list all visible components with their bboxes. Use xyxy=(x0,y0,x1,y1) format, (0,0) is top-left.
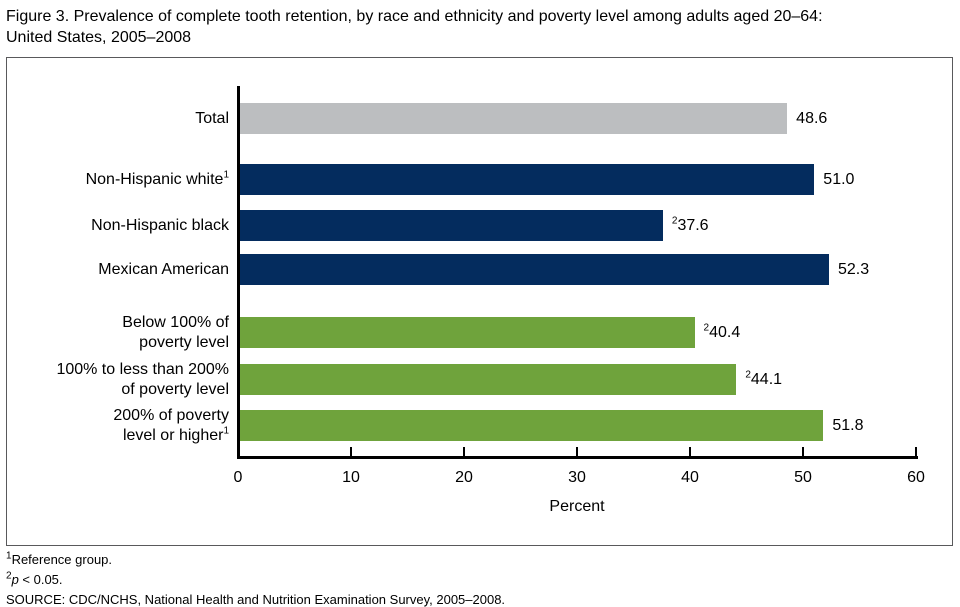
bar-non-hispanic-white xyxy=(240,164,815,195)
x-axis-tick-40 xyxy=(689,447,691,456)
x-axis-tick-label-30: 30 xyxy=(568,469,586,486)
bar-100-to-200-poverty xyxy=(240,364,737,395)
value-label-100-to-200-poverty: 244.1 xyxy=(745,369,783,388)
value-label-non-hispanic-black: 237.6 xyxy=(671,215,709,234)
value-label-200-plus-poverty: 51.8 xyxy=(832,417,864,434)
footnote-source: SOURCE: CDC/NCHS, National Health and Nu… xyxy=(6,592,506,607)
footnote-p-value: 2p < 0.05. xyxy=(6,570,505,590)
x-axis-line xyxy=(237,456,918,459)
footnote-2-p: p xyxy=(11,572,19,587)
footnote-1-superscript: 1 xyxy=(6,550,12,562)
category-label-200-plus-poverty: 200% of poverty level or higher1 xyxy=(113,406,229,444)
x-axis-tick-label-60: 60 xyxy=(907,469,925,486)
x-axis-tick-label-10: 10 xyxy=(342,469,360,486)
bar-200-plus-poverty xyxy=(240,410,824,441)
x-axis-tick-label-50: 50 xyxy=(794,469,812,486)
x-axis-tick-50 xyxy=(802,447,804,456)
bar-non-hispanic-black xyxy=(240,210,663,241)
value-label-total: 48.6 xyxy=(796,110,828,127)
category-label-mexican-american: Mexican American xyxy=(98,260,229,278)
x-axis-tick-10 xyxy=(350,447,352,456)
y-axis-line xyxy=(237,86,240,459)
category-label-100-to-200-poverty: 100% to less than 200% of poverty level xyxy=(56,360,229,398)
figure-title: Figure 3. Prevalence of complete tooth r… xyxy=(6,8,823,46)
value-label-non-hispanic-white: 51.0 xyxy=(823,171,855,188)
footnote-2-superscript: 2 xyxy=(6,570,12,582)
x-axis-tick-label-0: 0 xyxy=(233,469,243,486)
x-axis-tick-30 xyxy=(576,447,578,456)
bar-total xyxy=(240,103,788,134)
footnote-reference-group: 1Reference group. xyxy=(6,550,505,570)
bar-below-100-poverty xyxy=(240,317,695,348)
x-axis-tick-20 xyxy=(463,447,465,456)
x-axis-tick-60 xyxy=(915,447,917,456)
footnotes: 1Reference group. 2p < 0.05. SOURCE: CDC… xyxy=(6,550,505,607)
value-label-mexican-american: 52.3 xyxy=(837,261,870,278)
footnote-2-text: < 0.05. xyxy=(18,572,63,587)
chart-frame: Percent Total 48.6 Non-Hispanic white1 51.0… xyxy=(6,57,953,546)
value-label-below-100-poverty: 240.4 xyxy=(703,322,741,341)
plot-area: Percent Total 48.6 Non-Hispanic white1 51.0… xyxy=(7,58,952,545)
bar-mexican-american xyxy=(240,254,829,285)
x-axis-label: Percent xyxy=(549,498,605,515)
footnote-1-text: Reference group. xyxy=(11,552,113,567)
category-label-total: Total xyxy=(195,109,229,127)
x-axis-tick-label-40: 40 xyxy=(681,469,699,486)
x-axis-tick-label-20: 20 xyxy=(455,469,473,486)
category-label-below-100-poverty: Below 100% of poverty level xyxy=(122,313,229,351)
category-label-non-hispanic-white: Non-Hispanic white1 xyxy=(85,169,229,188)
category-label-non-hispanic-black: Non-Hispanic black xyxy=(91,216,229,234)
